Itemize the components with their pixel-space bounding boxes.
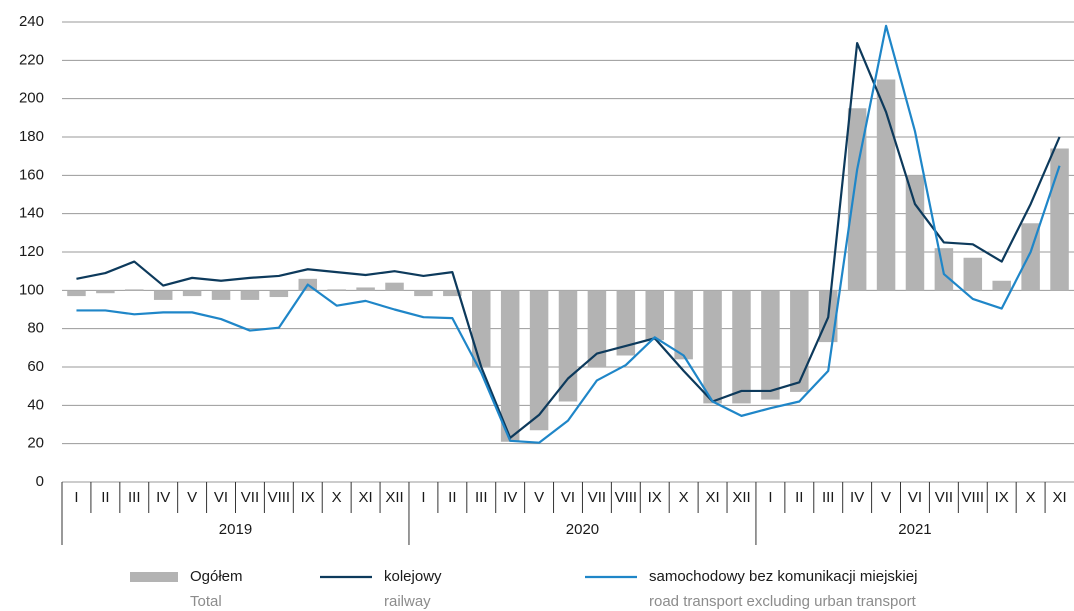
x-tick-label: X <box>1026 489 1036 506</box>
legend-swatch <box>130 572 178 582</box>
bar <box>790 290 809 392</box>
y-tick-label: 100 <box>19 281 44 298</box>
y-tick-label: 160 <box>19 166 44 183</box>
bar <box>240 290 260 300</box>
line <box>76 24 1061 444</box>
bar <box>414 290 433 297</box>
x-tick-label: II <box>448 489 456 506</box>
y-tick-label: 140 <box>19 205 44 222</box>
x-tick-label: V <box>187 489 197 506</box>
x-tick-label: II <box>101 489 109 506</box>
y-tick-label: 20 <box>27 435 44 452</box>
bar <box>96 290 115 294</box>
x-tick-label: III <box>128 489 141 506</box>
bar <box>529 290 549 431</box>
bar <box>125 289 144 291</box>
x-tick-label: V <box>534 489 544 506</box>
legend-label: Ogółem <box>190 568 243 585</box>
x-tick-label: VII <box>241 489 259 506</box>
bar <box>645 290 664 341</box>
x-tick-label: II <box>795 489 803 506</box>
x-tick-label: VII <box>935 489 953 506</box>
x-tick-label: VIII <box>615 489 638 506</box>
bar <box>1050 148 1069 291</box>
x-tick-label: I <box>74 489 78 506</box>
y-tick-label: 120 <box>19 243 44 260</box>
x-tick-label: XI <box>1052 489 1066 506</box>
x-tick-label: IX <box>995 489 1009 506</box>
x-tick-label: VI <box>908 489 922 506</box>
bar <box>761 290 780 400</box>
legend-sublabel: Total <box>190 593 222 610</box>
bar <box>385 282 404 291</box>
bar <box>182 290 202 297</box>
bar <box>587 290 607 367</box>
year-label: 2021 <box>898 521 931 538</box>
x-tick-label: VI <box>561 489 575 506</box>
bar <box>356 287 375 291</box>
y-tick-label: 240 <box>19 13 44 30</box>
x-tick-label: IV <box>503 489 517 506</box>
bar <box>703 290 722 404</box>
bar <box>67 290 86 297</box>
bar <box>327 289 346 291</box>
bar <box>992 280 1011 291</box>
x-tick-label: XI <box>359 489 373 506</box>
y-tick-label: 200 <box>19 90 44 107</box>
y-tick-label: 80 <box>27 320 44 337</box>
x-tick-label: XII <box>732 489 750 506</box>
legend-sublabel: road transport excluding urban transport <box>649 593 917 610</box>
x-tick-label: VIII <box>268 489 291 506</box>
y-tick-label: 40 <box>27 396 44 413</box>
bar <box>443 290 462 297</box>
x-tick-label: III <box>822 489 835 506</box>
line <box>76 41 1061 440</box>
x-tick-label: IV <box>850 489 864 506</box>
x-tick-label: VIII <box>962 489 985 506</box>
year-label: 2019 <box>219 521 252 538</box>
x-tick-label: VII <box>588 489 606 506</box>
bar <box>211 290 231 300</box>
x-tick-label: X <box>679 489 689 506</box>
legend-label: samochodowy bez komunikacji miejskiej <box>649 568 917 585</box>
bar <box>674 290 693 360</box>
x-tick-label: I <box>421 489 425 506</box>
x-tick-label: XI <box>705 489 719 506</box>
x-tick-label: IX <box>301 489 315 506</box>
bar <box>963 257 983 291</box>
x-tick-label: XII <box>385 489 403 506</box>
bar <box>472 290 491 367</box>
year-label: 2020 <box>566 521 599 538</box>
legend-label: kolejowy <box>384 568 442 585</box>
x-tick-label: X <box>332 489 342 506</box>
x-tick-label: IV <box>156 489 170 506</box>
x-tick-label: III <box>475 489 488 506</box>
bar <box>558 290 578 402</box>
y-tick-label: 60 <box>27 358 44 375</box>
bar <box>732 290 751 404</box>
y-tick-label: 0 <box>36 473 44 490</box>
bar <box>269 290 289 298</box>
legend-sublabel: railway <box>384 593 431 610</box>
x-tick-label: I <box>768 489 772 506</box>
bar <box>876 79 896 291</box>
bar <box>616 290 636 356</box>
bar <box>153 290 173 300</box>
x-tick-label: VI <box>214 489 228 506</box>
bar <box>905 175 925 291</box>
x-tick-label: V <box>881 489 891 506</box>
bar <box>500 290 520 442</box>
bar <box>847 108 867 291</box>
y-tick-label: 220 <box>19 51 44 68</box>
y-tick-label: 180 <box>19 128 44 145</box>
x-tick-label: IX <box>648 489 662 506</box>
